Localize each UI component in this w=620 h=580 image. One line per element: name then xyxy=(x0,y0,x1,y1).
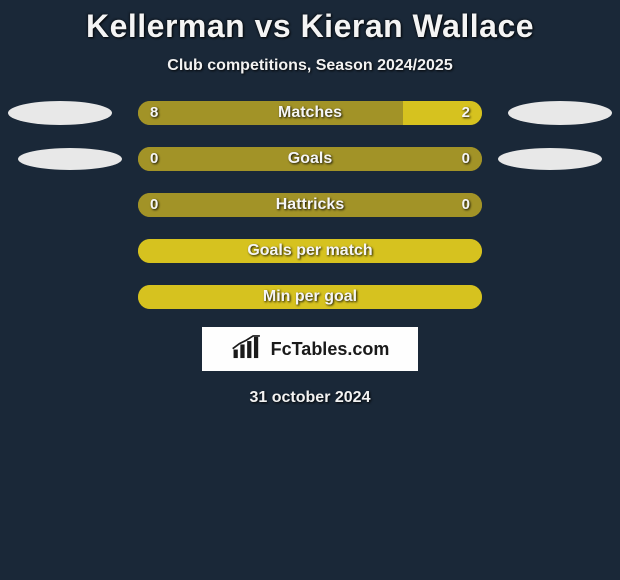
player2-marker xyxy=(498,148,602,170)
bar-seg-right xyxy=(138,239,482,263)
stat-row-min-per-goal: Min per goal xyxy=(0,285,620,309)
stat-bar xyxy=(138,193,482,217)
page-title: Kellerman vs Kieran Wallace xyxy=(86,8,534,45)
stat-bar xyxy=(138,239,482,263)
page-subtitle: Club competitions, Season 2024/2025 xyxy=(167,57,452,75)
stat-row-hattricks: 0 0 Hattricks xyxy=(0,193,620,217)
player1-marker xyxy=(18,148,122,170)
player1-marker xyxy=(8,101,112,125)
stat-value-right: 0 xyxy=(462,193,470,217)
stat-bar xyxy=(138,101,482,125)
player2-marker xyxy=(508,101,612,125)
stat-row-goals: 0 0 Goals xyxy=(0,147,620,171)
logo-text: FcTables.com xyxy=(271,339,390,360)
comparison-widget: Kellerman vs Kieran Wallace Club competi… xyxy=(0,0,620,580)
stat-value-left: 0 xyxy=(150,147,158,171)
bar-seg-right xyxy=(403,101,482,125)
stat-value-left: 8 xyxy=(150,101,158,125)
stat-value-left: 0 xyxy=(150,193,158,217)
stat-bar xyxy=(138,285,482,309)
stat-row-goals-per-match: Goals per match xyxy=(0,239,620,263)
bar-seg-left xyxy=(138,101,403,125)
stat-bar xyxy=(138,147,482,171)
stat-value-right: 2 xyxy=(462,101,470,125)
fctables-logo-link[interactable]: FcTables.com xyxy=(202,327,418,371)
bar-seg-left xyxy=(138,147,482,171)
bar-chart-icon xyxy=(231,334,265,365)
bar-seg-right xyxy=(138,285,482,309)
stat-value-right: 0 xyxy=(462,147,470,171)
snapshot-date: 31 october 2024 xyxy=(250,389,371,407)
bar-seg-left xyxy=(138,193,482,217)
stat-row-matches: 8 2 Matches xyxy=(0,101,620,125)
stats-rows: 8 2 Matches 0 0 Goals 0 0 Hattricks xyxy=(0,101,620,309)
